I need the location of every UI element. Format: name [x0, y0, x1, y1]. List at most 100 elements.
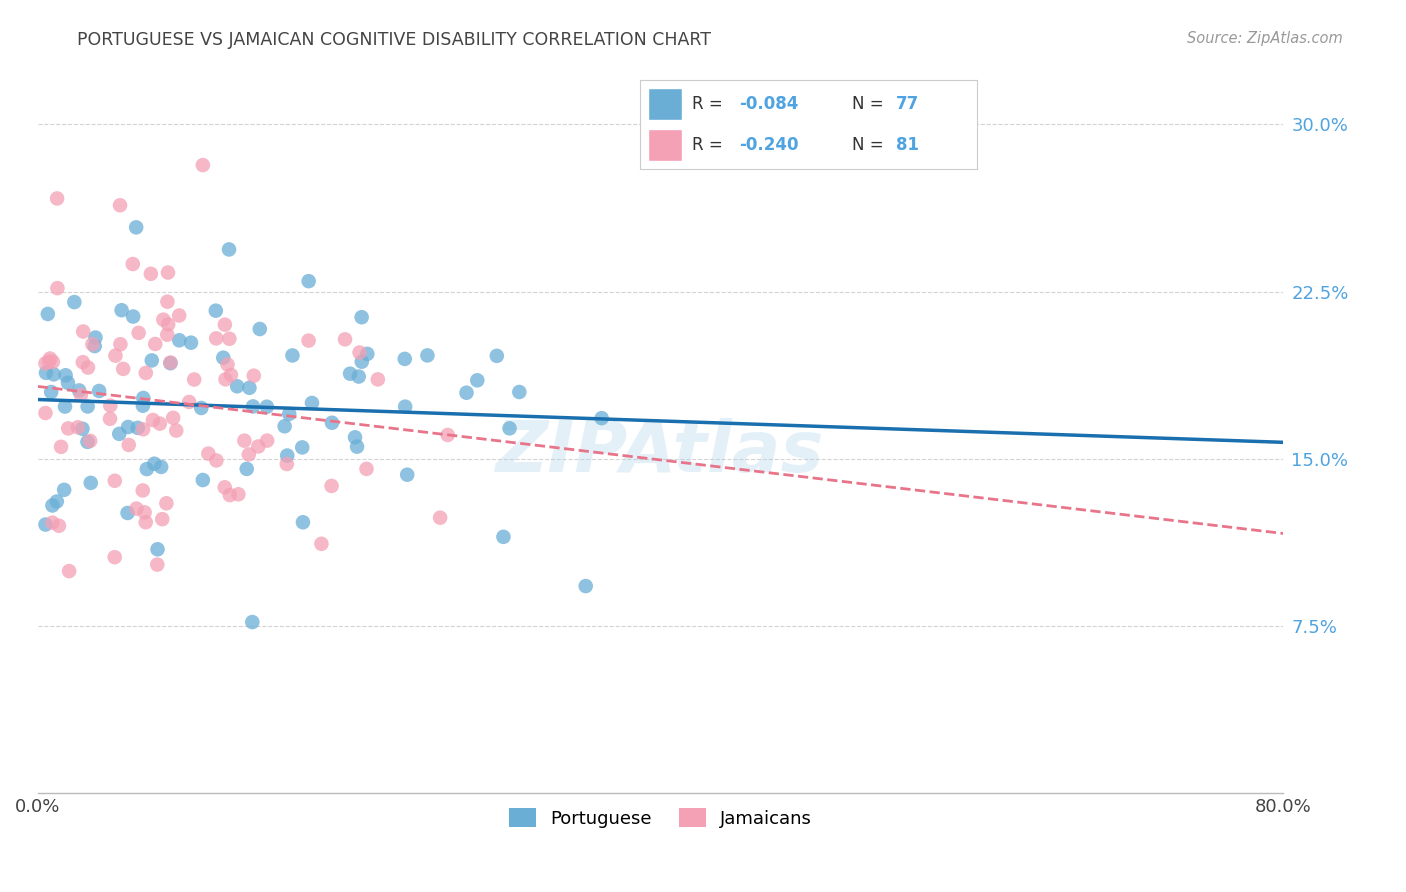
Point — [190, 401, 212, 415]
Point — [82, 337, 104, 351]
Point — [42, 368, 65, 382]
Point — [350, 354, 373, 368]
Point — [139, 267, 162, 281]
Point — [218, 243, 240, 257]
Point — [276, 449, 298, 463]
Point — [132, 391, 155, 405]
Point — [80, 475, 103, 490]
Point — [249, 322, 271, 336]
Point — [141, 353, 163, 368]
Point — [122, 310, 145, 324]
Point — [34, 356, 56, 370]
Point — [167, 309, 190, 323]
Point — [55, 368, 77, 383]
Point — [205, 331, 228, 345]
Point — [49, 440, 72, 454]
Point — [108, 198, 131, 212]
Point — [132, 422, 155, 436]
Point — [273, 419, 295, 434]
Point — [108, 426, 131, 441]
Point — [152, 312, 174, 326]
Point — [110, 337, 132, 351]
Point — [143, 457, 166, 471]
Point — [256, 434, 278, 448]
Point — [150, 512, 173, 526]
Point — [238, 447, 260, 461]
Point — [219, 368, 242, 382]
Point — [291, 441, 314, 455]
Point — [156, 266, 179, 280]
FancyBboxPatch shape — [648, 88, 682, 120]
Point — [56, 376, 79, 390]
Point — [321, 416, 343, 430]
Point — [34, 517, 56, 532]
Point — [39, 385, 62, 400]
Point — [104, 349, 127, 363]
Text: -0.240: -0.240 — [740, 136, 799, 154]
Point — [591, 411, 613, 425]
Point — [456, 385, 478, 400]
Point — [58, 564, 80, 578]
Point — [112, 362, 135, 376]
Point — [256, 400, 278, 414]
Point — [278, 407, 301, 421]
Point — [41, 516, 63, 530]
Point — [301, 396, 323, 410]
Point — [238, 381, 260, 395]
Point — [42, 355, 65, 369]
Point — [58, 421, 80, 435]
Point — [110, 303, 132, 318]
Point — [146, 558, 169, 572]
Point — [104, 550, 127, 565]
Point — [465, 373, 488, 387]
Point — [46, 191, 69, 205]
Point — [228, 487, 250, 501]
Point — [240, 615, 263, 629]
Point — [349, 345, 371, 359]
Point — [155, 496, 177, 510]
Point — [242, 400, 264, 414]
Point — [156, 327, 179, 342]
Point — [37, 307, 59, 321]
Point — [350, 310, 373, 325]
Point — [72, 325, 94, 339]
Point — [83, 339, 105, 353]
Point — [333, 332, 356, 346]
Point — [104, 474, 127, 488]
Point — [311, 537, 333, 551]
Point — [217, 358, 239, 372]
Point — [134, 505, 156, 519]
Point — [117, 420, 139, 434]
Point — [121, 257, 143, 271]
Point — [291, 515, 314, 529]
Point — [205, 453, 228, 467]
Point — [135, 462, 157, 476]
Point — [84, 330, 107, 344]
Text: -0.084: -0.084 — [740, 95, 799, 113]
Point — [180, 335, 202, 350]
Point — [394, 400, 416, 414]
Point — [132, 483, 155, 498]
Point — [135, 366, 157, 380]
Point — [76, 434, 98, 449]
Point — [197, 447, 219, 461]
Point — [125, 220, 148, 235]
Point — [135, 515, 157, 529]
Point — [492, 530, 515, 544]
Point — [118, 438, 141, 452]
Point — [159, 356, 181, 370]
Point — [297, 334, 319, 348]
Point — [575, 579, 598, 593]
Text: 77: 77 — [896, 95, 920, 113]
Point — [247, 440, 270, 454]
Point — [339, 367, 361, 381]
Point — [63, 295, 86, 310]
Point — [79, 434, 101, 448]
Point — [157, 318, 180, 332]
Point — [165, 424, 187, 438]
Point — [125, 501, 148, 516]
Point — [72, 355, 94, 369]
Text: ZIPAtlas: ZIPAtlas — [496, 418, 825, 487]
Legend: Portuguese, Jamaicans: Portuguese, Jamaicans — [502, 801, 820, 835]
Point — [70, 388, 93, 402]
